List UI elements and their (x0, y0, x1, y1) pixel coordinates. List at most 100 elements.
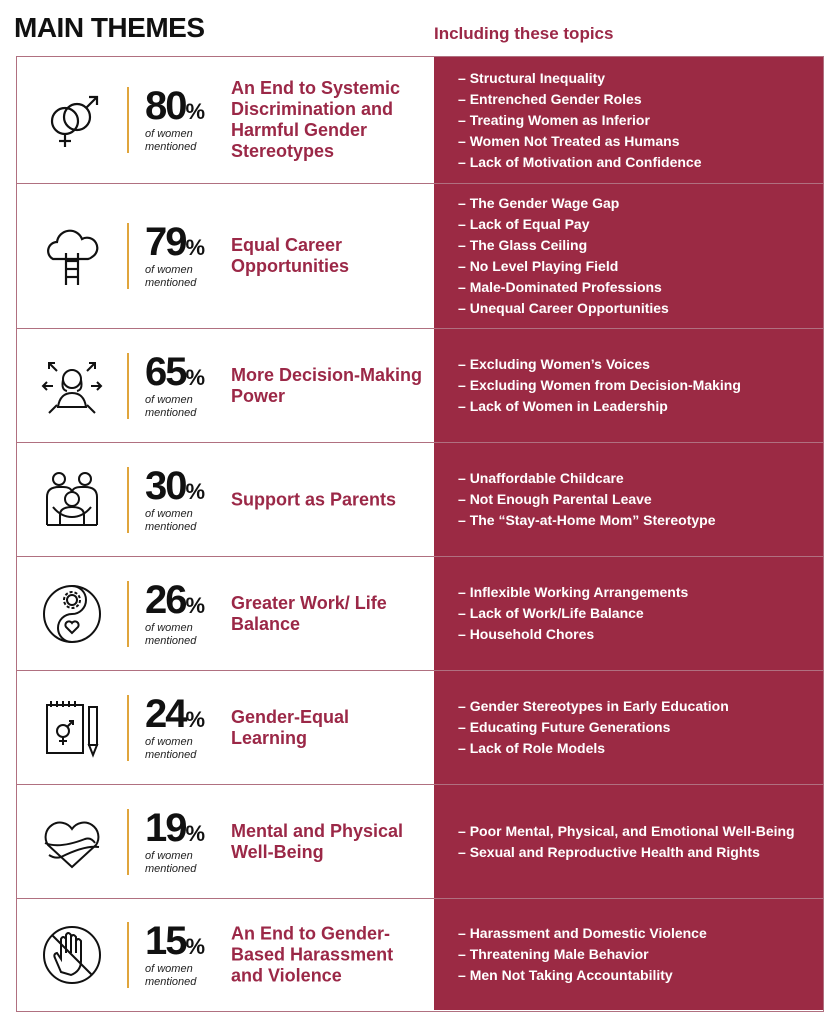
topic-item: Women Not Treated as Humans (458, 131, 823, 152)
topic-item: Household Chores (458, 624, 823, 645)
theme-row: 30% of women mentioned Support as Parent… (17, 443, 823, 557)
topics-cell: Poor Mental, Physical, and Emotional Wel… (434, 785, 823, 898)
topic-item: The Gender Wage Gap (458, 193, 823, 214)
theme-summary-cell: 79% of women mentioned Equal Career Oppo… (17, 184, 434, 328)
divider (127, 87, 129, 153)
theme-title: Mental and Physical Well-Being (231, 820, 404, 862)
divider (127, 808, 129, 875)
theme-row: 19% of women mentioned Mental and Physic… (17, 785, 823, 899)
percent-value: 26% (145, 577, 206, 622)
topic-item: Gender Stereotypes in Early Education (458, 696, 823, 717)
heart-hug-icon (39, 809, 105, 875)
topic-item: Harassment and Domestic Violence (458, 923, 823, 944)
topic-item: Entrenched Gender Roles (458, 89, 823, 110)
topic-item: Poor Mental, Physical, and Emotional Wel… (458, 821, 823, 842)
theme-summary-cell: 24% of women mentioned Gender-Equal Lear… (17, 671, 434, 784)
topic-item: Excluding Women from Decision-Making (458, 375, 823, 396)
percent-caption: of women mentioned (145, 849, 197, 875)
topic-item: No Level Playing Field (458, 256, 823, 277)
percent-value: 30% (145, 463, 206, 508)
percent-number: 30 (145, 463, 187, 508)
percent-caption: of women mentioned (145, 128, 197, 153)
percent-number: 19 (145, 805, 187, 850)
yin-yang-gear-heart-icon (39, 581, 105, 647)
page-title: MAIN THEMES (14, 12, 205, 43)
notepad-pencil-icon (39, 695, 105, 761)
topic-item: Male-Dominated Professions (458, 277, 823, 298)
topic-item: Lack of Work/Life Balance (458, 603, 823, 624)
divider (127, 223, 129, 289)
topic-item: Lack of Role Models (458, 738, 823, 759)
percent-caption: of women mentioned (145, 507, 197, 533)
topic-item: Inflexible Working Arrangements (458, 582, 823, 603)
topic-item: Structural Inequality (458, 68, 823, 89)
percent-number: 79 (145, 220, 187, 264)
topic-item: Sexual and Reproductive Health and Right… (458, 842, 823, 863)
topic-item: Excluding Women’s Voices (458, 354, 823, 375)
topic-item: Educating Future Generations (458, 717, 823, 738)
woman-arrows-icon (39, 353, 105, 419)
percent-number: 15 (145, 918, 187, 963)
theme-summary-cell: 15% of women mentioned An End to Gender-… (17, 899, 434, 1010)
percent-value: 15% (145, 918, 206, 963)
gender-symbols-icon (39, 87, 105, 153)
topics-column-header: Including these topics (434, 24, 614, 43)
topic-item: Threatening Male Behavior (458, 944, 823, 965)
divider (127, 921, 129, 988)
theme-summary-cell: 26% of women mentioned Greater Work/ Lif… (17, 557, 434, 670)
divider (127, 580, 129, 647)
percent-caption: of women mentioned (145, 264, 197, 289)
theme-row: 79% of women mentioned Equal Career Oppo… (17, 184, 823, 329)
divider (127, 352, 129, 419)
topic-item: Lack of Women in Leadership (458, 396, 823, 417)
percent-value: 80% (145, 84, 206, 128)
percent-number: 65 (145, 349, 187, 394)
percent-value: 19% (145, 805, 206, 850)
topics-cell: Gender Stereotypes in Early EducationEdu… (434, 671, 823, 784)
theme-row: 26% of women mentioned Greater Work/ Lif… (17, 557, 823, 671)
topics-cell: Structural InequalityEntrenched Gender R… (434, 57, 823, 183)
topic-item: Unaffordable Childcare (458, 468, 823, 489)
no-hand-icon (39, 922, 105, 988)
divider (127, 694, 129, 761)
theme-summary-cell: 65% of women mentioned More Decision-Mak… (17, 329, 434, 442)
theme-row: 15% of women mentioned An End to Gender-… (17, 899, 823, 1010)
theme-title: Gender-Equal Learning (231, 706, 350, 748)
percent-value: 24% (145, 691, 206, 736)
topics-cell: The Gender Wage GapLack of Equal PayThe … (434, 184, 823, 328)
theme-summary-cell: 80% of women mentioned An End to Systemi… (17, 57, 434, 183)
theme-row: 24% of women mentioned Gender-Equal Lear… (17, 671, 823, 785)
topic-item: Not Enough Parental Leave (458, 489, 823, 510)
theme-row: 65% of women mentioned More Decision-Mak… (17, 329, 823, 443)
percent-value: 79% (145, 220, 206, 264)
theme-summary-cell: 19% of women mentioned Mental and Physic… (17, 785, 434, 898)
topics-cell: Harassment and Domestic ViolenceThreaten… (434, 899, 823, 1010)
percent-caption: of women mentioned (145, 735, 197, 761)
themes-table: 80% of women mentioned An End to Systemi… (16, 56, 824, 1012)
theme-title: Support as Parents (231, 489, 397, 509)
theme-title: An End to Systemic Discrimination and Ha… (231, 78, 401, 161)
topic-item: Treating Women as Inferior (458, 110, 823, 131)
topic-item: The “Stay-at-Home Mom” Stereotype (458, 510, 823, 531)
theme-title: An End to Gender-Based Harassment and Vi… (231, 923, 394, 985)
theme-row: 80% of women mentioned An End to Systemi… (17, 57, 823, 184)
percent-caption: of women mentioned (145, 621, 197, 647)
cloud-ladder-icon (39, 223, 105, 289)
topic-item: Men Not Taking Accountability (458, 965, 823, 986)
percent-caption: of women mentioned (145, 962, 197, 988)
topics-cell: Excluding Women’s VoicesExcluding Women … (434, 329, 823, 442)
theme-title: Greater Work/ Life Balance (231, 592, 387, 634)
topic-item: Lack of Motivation and Confidence (458, 152, 823, 173)
topic-item: The Glass Ceiling (458, 235, 823, 256)
topics-cell: Unaffordable ChildcareNot Enough Parenta… (434, 443, 823, 556)
percent-number: 80 (145, 84, 187, 128)
topic-item: Lack of Equal Pay (458, 214, 823, 235)
percent-number: 24 (145, 691, 187, 736)
parents-child-icon (39, 467, 105, 533)
topics-cell: Inflexible Working ArrangementsLack of W… (434, 557, 823, 670)
divider (127, 466, 129, 533)
topic-item: Unequal Career Opportunities (458, 298, 823, 319)
percent-value: 65% (145, 349, 206, 394)
theme-summary-cell: 30% of women mentioned Support as Parent… (17, 443, 434, 556)
theme-title: Equal Career Opportunities (231, 235, 349, 276)
